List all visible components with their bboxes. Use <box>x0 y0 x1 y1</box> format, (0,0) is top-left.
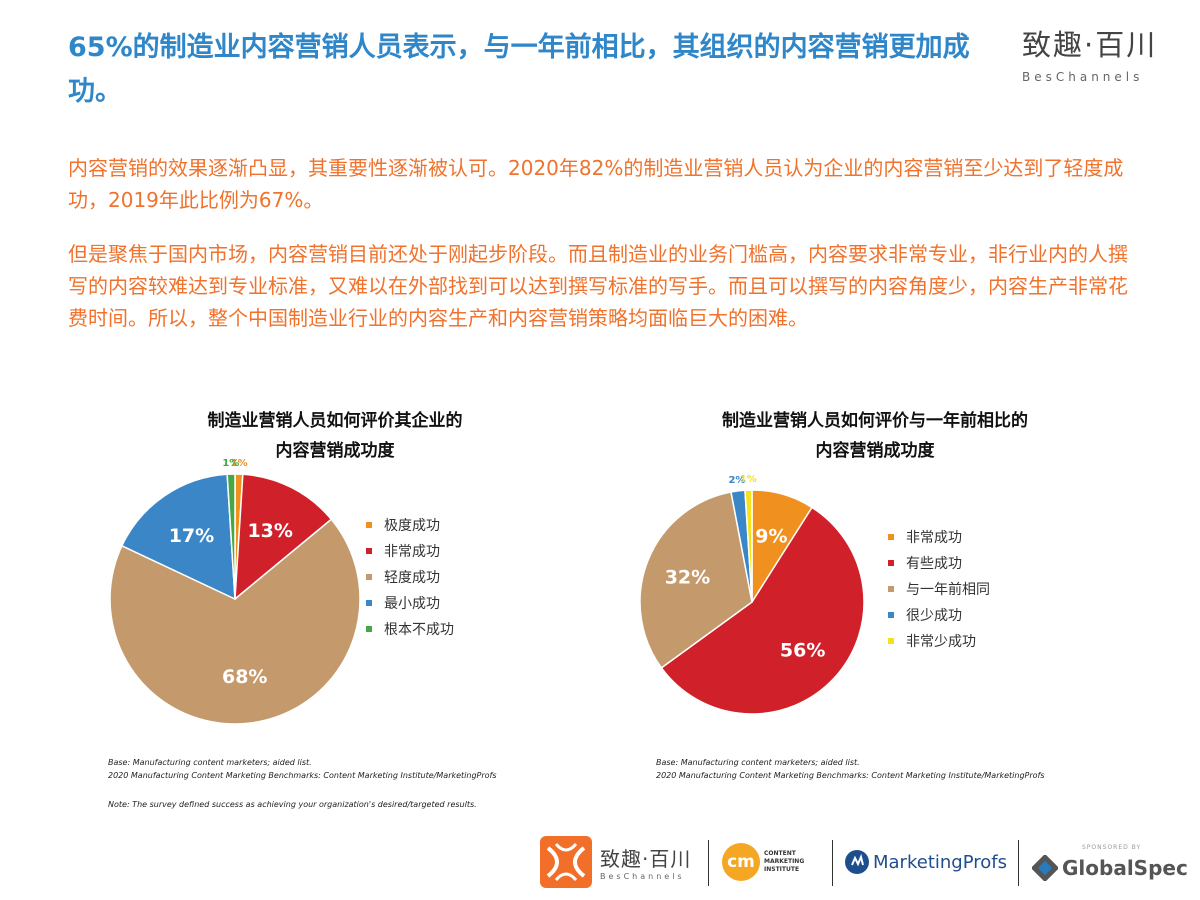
footer-logo3-text: MarketingProfs <box>873 851 1007 873</box>
globalspec-logo-icon <box>1032 854 1058 881</box>
chart1-title-line2: 内容营销成功度 <box>275 441 395 461</box>
legend-label: 非常成功 <box>384 544 440 560</box>
legend-swatch <box>888 612 894 618</box>
footer-logo-marketingprofs: MarketingProfs <box>844 832 1007 892</box>
legend-label: 轻度成功 <box>384 570 440 586</box>
paragraph-1: 内容营销的效果逐渐凸显，其重要性逐渐被认可。2020年82%的制造业营销人员认为… <box>68 156 1124 212</box>
footer-separator <box>1018 840 1019 886</box>
brand-logo: 致趣·百川 BesChannels <box>1022 22 1172 84</box>
marketingprofs-logo-icon <box>845 850 869 874</box>
chart2-data-label-2: 32% <box>665 566 710 588</box>
footer-sponsored: SPONSORED BY <box>1082 843 1142 851</box>
legend-label: 有些成功 <box>906 556 962 572</box>
paragraph-2: 但是聚焦于国内市场，内容营销目前还处于刚起步阶段。而且制造业的业务门槛高，内容要… <box>68 242 1128 330</box>
legend-label: 很少成功 <box>906 608 962 624</box>
chart1-legend-item-2: 轻度成功 <box>366 564 454 590</box>
legend-label: 与一年前相同 <box>906 582 990 598</box>
legend-swatch <box>888 586 894 592</box>
footer-logo4-text: GlobalSpec <box>1062 855 1188 880</box>
chart1-legend-item-1: 非常成功 <box>366 538 454 564</box>
footer-separator <box>832 840 833 886</box>
chart2-legend-item-2: 与一年前相同 <box>888 576 990 602</box>
legend-swatch <box>888 534 894 540</box>
chart1-legend-item-4: 根本不成功 <box>366 616 454 642</box>
page-title: 65%的制造业内容营销人员表示，与一年前相比，其组织的内容营销更加成功。 <box>68 32 970 107</box>
chart2-legend-item-4: 非常少成功 <box>888 628 990 654</box>
chart1-legend: 极度成功非常成功轻度成功最小成功根本不成功 <box>366 512 454 642</box>
chart2-legend-item-1: 有些成功 <box>888 550 990 576</box>
chart2-data-label-0: 9% <box>755 525 787 547</box>
chart2-data-label-3: 2% <box>728 475 745 486</box>
beschannels-logo-icon <box>540 836 592 888</box>
chart2-legend-item-0: 非常成功 <box>888 524 990 550</box>
chart1-slice-4 <box>226 473 236 600</box>
chart2-title-line2: 内容营销成功度 <box>815 441 935 461</box>
footer-logo1-cn: 致趣·百川 <box>600 847 692 871</box>
chart2-source-note: Base: Manufacturing content marketers; a… <box>656 756 1045 782</box>
footer-logo1-en: BesChannels <box>600 872 685 881</box>
footer-logos: 致趣·百川 BesChannels cm CONTENT MARKETING I… <box>540 832 1190 892</box>
chart2-title-line1: 制造业营销人员如何评价与一年前相比的 <box>722 411 1028 431</box>
chart1-note-line3: Note: The survey defined success as achi… <box>108 800 477 809</box>
legend-swatch <box>888 638 894 644</box>
brand-logo-cn: 致趣·百川 <box>1022 28 1158 62</box>
chart1-pie: 1% 13% 68% 17% 1% <box>109 458 361 725</box>
legend-label: 非常成功 <box>906 530 962 546</box>
legend-swatch <box>366 626 372 632</box>
legend-label: 极度成功 <box>384 518 440 534</box>
chart1-data-label-3: 17% <box>169 525 214 547</box>
legend-label: 非常少成功 <box>906 634 976 650</box>
footer-logo-globalspec: SPONSORED BY GlobalSpec <box>1032 832 1188 892</box>
chart2-data-label-1: 56% <box>780 640 825 662</box>
chart1-title-line1: 制造业营销人员如何评价其企业的 <box>207 411 463 431</box>
brand-logo-en: BesChannels <box>1022 70 1144 84</box>
chart1-source-note: Base: Manufacturing content marketers; a… <box>108 756 497 782</box>
chart1-data-label-2: 68% <box>222 666 267 688</box>
chart2-legend-item-3: 很少成功 <box>888 602 990 628</box>
chart1-slice-2 <box>109 518 361 725</box>
chart1-legend-item-3: 最小成功 <box>366 590 454 616</box>
cmi-logo-icon: cm <box>722 843 760 881</box>
chart1-legend-item-0: 极度成功 <box>366 512 454 538</box>
legend-swatch <box>366 548 372 554</box>
legend-label: 根本不成功 <box>384 622 454 638</box>
chart2-slice-2 <box>639 491 753 669</box>
chart2-data-label-4: 1% <box>740 474 757 485</box>
chart2-title: 制造业营销人员如何评价与一年前相比的 内容营销成功度 <box>660 406 1090 466</box>
chart1-data-label-0: 1% <box>231 458 248 469</box>
legend-label: 最小成功 <box>384 596 440 612</box>
footer-separator <box>708 840 709 886</box>
chart2-legend: 非常成功有些成功与一年前相同 很少成功非常少成功 <box>888 524 990 654</box>
chart2-slice-4 <box>744 489 753 603</box>
chart1-slice-1 <box>234 473 333 601</box>
legend-swatch <box>366 522 372 528</box>
footer-logo-beschannels: 致趣·百川 BesChannels <box>540 832 691 892</box>
footer-logo-cmi: cm CONTENT MARKETING INSTITUTE <box>722 832 816 892</box>
chart1-data-label-4: 1% <box>222 458 239 469</box>
legend-swatch <box>366 600 372 606</box>
footer-logo2-text: CONTENT MARKETING INSTITUTE <box>764 850 805 873</box>
legend-swatch <box>888 560 894 566</box>
chart2-pie: 9% 56% 32% 2%1% <box>639 474 865 715</box>
chart1-slice-3 <box>120 473 236 601</box>
chart2-note-line2: 2020 Manufacturing Content Marketing Ben… <box>656 771 1045 780</box>
chart2-slice-1 <box>660 506 865 715</box>
legend-swatch <box>366 574 372 580</box>
chart2-note-line1: Base: Manufacturing content marketers; a… <box>656 758 860 767</box>
chart1-data-label-1: 13% <box>247 520 292 542</box>
chart1-title: 制造业营销人员如何评价其企业的 内容营销成功度 <box>120 406 550 466</box>
chart1-note-line2: 2020 Manufacturing Content Marketing Ben… <box>108 771 497 780</box>
chart1-note-line1: Base: Manufacturing content marketers; a… <box>108 758 312 767</box>
